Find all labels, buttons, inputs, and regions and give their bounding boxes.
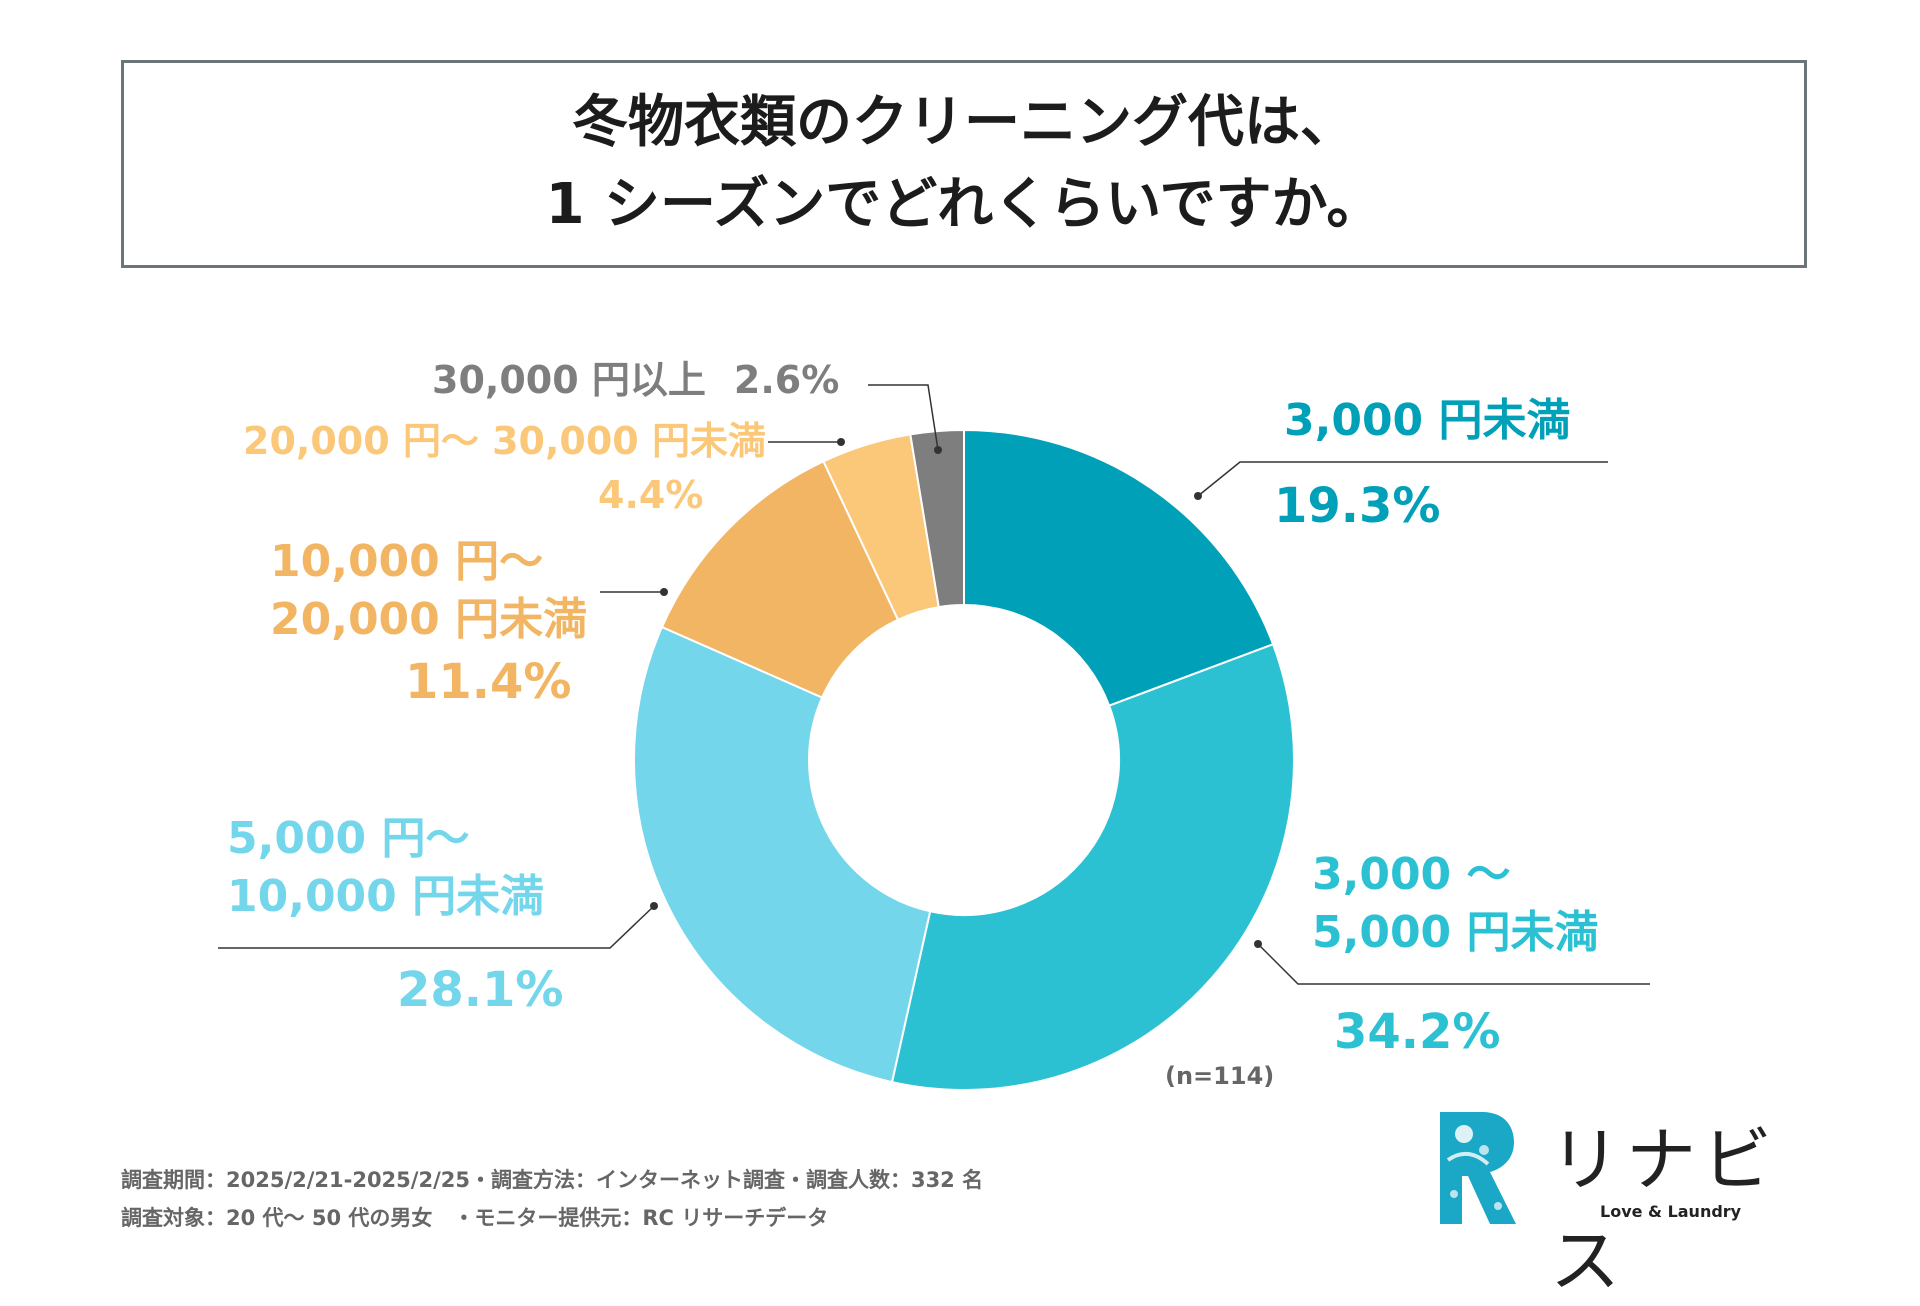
leader-dot-s2 [1254,940,1262,948]
label-s1-pct: 19.3% [1274,478,1441,534]
donut-slice-s2 [890,643,1295,1091]
footer-survey-period: 調査期間：2025/2/21-2025/2/25・調査方法：インターネット調査・… [121,1168,984,1192]
label-s2-cat-1: 3,000 ～ [1312,849,1511,900]
leader-dot-s3 [650,902,658,910]
label-s2-cat-2: 5,000 円未満 [1312,907,1599,958]
title-line-2: 1 シーズンでどれくらいですか。 [545,172,1383,237]
donut-slice-s3 [633,625,932,1084]
label-s3-cat-1: 5,000 円～ [227,813,470,864]
title-line-1: 冬物衣類のクリーニング代は、 [572,90,1356,155]
leader-line-s6 [868,384,939,451]
logo-tagline: Love & Laundry [1600,1202,1742,1221]
label-s2: 3,000 ～ 5,000 円未満 [1312,846,1599,962]
leader-dot-s5 [837,438,845,446]
donut-slice-s1 [963,428,1275,707]
label-s1: 3,000 円未満 [1284,392,1571,450]
label-s6-cat: 30,000 円以上 [432,358,706,402]
leader-line-s1 [1197,461,1608,497]
footer-survey-target: 調査対象：20 代～ 50 代の男女 ・モニター提供元：RC リサーチデータ [121,1206,829,1230]
logo-mark-icon [1440,1112,1516,1224]
leader-line-s2 [1257,943,1650,985]
leader-dot-s6 [934,446,942,454]
label-s1-cat: 3,000 円未満 [1284,395,1571,446]
label-s3: 5,000 円～ 10,000 円未満 [227,810,544,926]
donut-slice-s4 [660,460,900,699]
label-s5-pct: 4.4% [598,473,704,517]
leader-line-s3 [218,905,655,949]
label-s4-cat-1: 10,000 円～ [270,536,544,587]
sample-size-note: (n=114) [1165,1062,1275,1090]
label-s6-pct: 2.6% [733,358,840,402]
title-box: 冬物衣類のクリーニング代は、 1 シーズンでどれくらいですか。 [121,60,1807,268]
label-s4-cat-2: 20,000 円未満 [270,594,588,645]
label-s4: 10,000 円～ 20,000 円未満 [270,533,587,649]
leader-dot-s1 [1194,492,1202,500]
label-s2-pct: 34.2% [1334,1004,1501,1060]
leader-dot-s4 [660,588,668,596]
donut-slice-s6 [909,428,965,609]
label-s4-pct: 11.4% [405,654,572,710]
label-s3-cat-2: 10,000 円未満 [227,871,545,922]
linabis-logo: リナビス Love & Laundry [1438,1110,1798,1302]
label-s5-cat: 20,000 円～ 30,000 円未満 [243,419,766,463]
label-s6: 30,000 円以上 2.6% [432,355,839,405]
label-s3-pct: 28.1% [397,962,564,1018]
